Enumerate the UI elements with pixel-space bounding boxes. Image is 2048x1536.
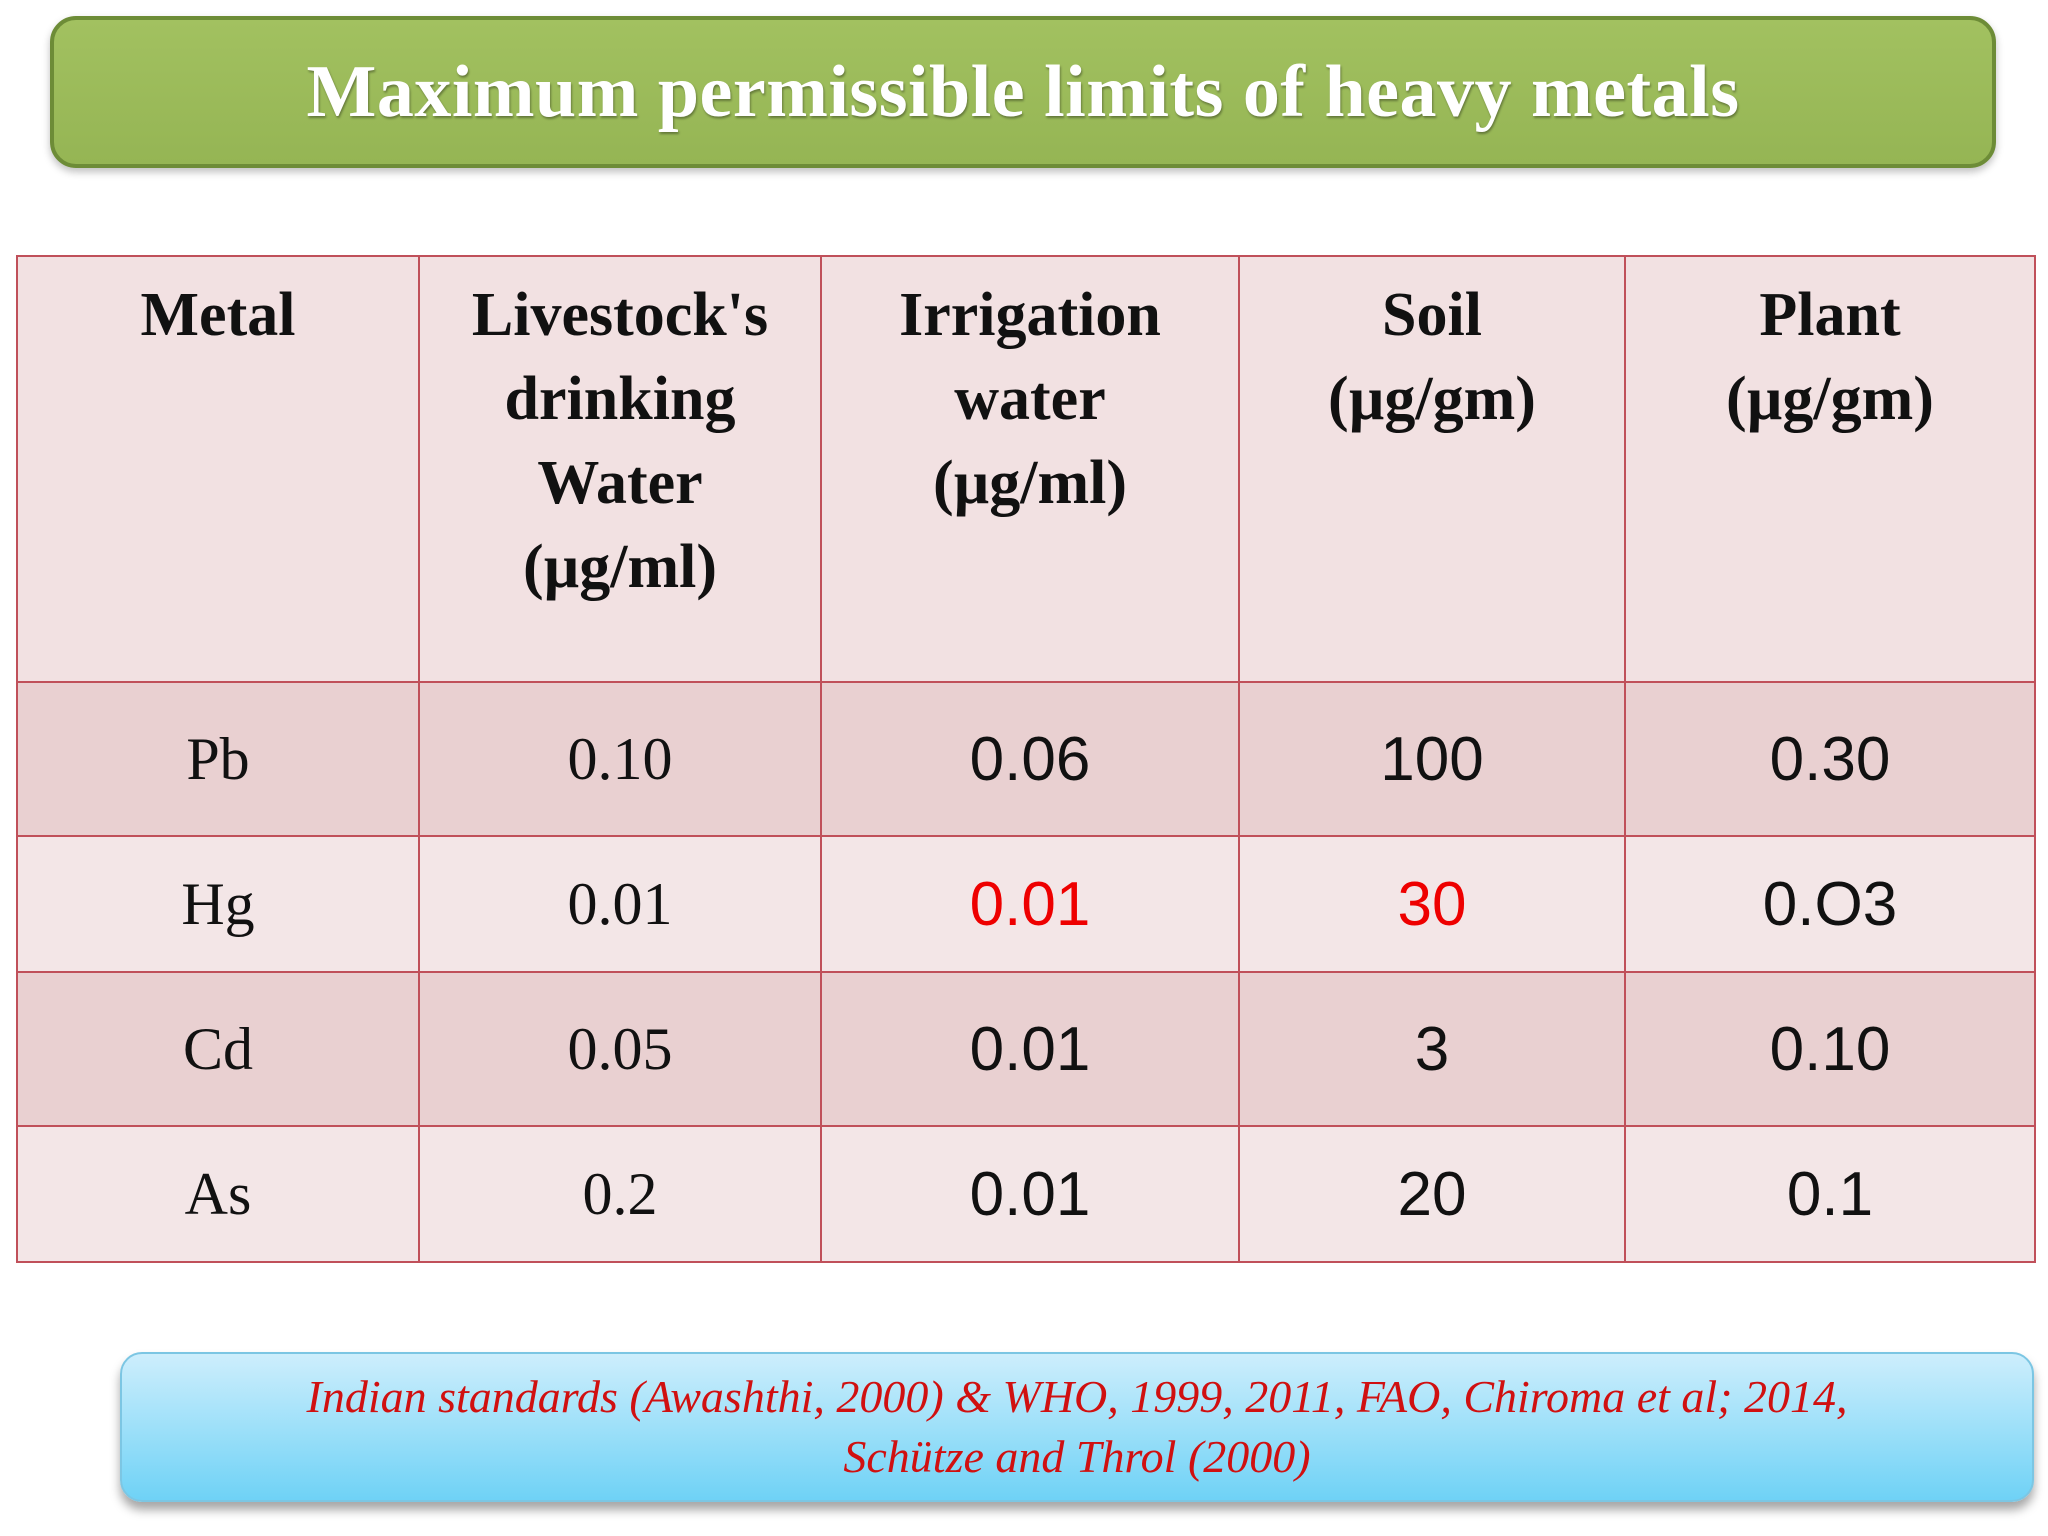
- header-line: Soil: [1382, 281, 1482, 349]
- header-line: Water: [537, 449, 703, 517]
- header-irrigation-water: Irrigation water (µg/ml): [820, 255, 1240, 683]
- soil-cell: 100: [1238, 681, 1626, 837]
- irrigation-water-cell: 0.01: [820, 971, 1240, 1127]
- plant-cell: 0.10: [1624, 971, 2036, 1127]
- table-row-cd: Cd 0.05 0.01 3 0.10: [16, 971, 2036, 1127]
- metal-cell: As: [16, 1125, 420, 1263]
- header-line: drinking: [504, 365, 736, 433]
- livestock-water-cell: 0.05: [418, 971, 822, 1127]
- plant-cell: 0.30: [1624, 681, 2036, 837]
- livestock-water-cell: 0.10: [418, 681, 822, 837]
- citation-line: Indian standards (Awashthi, 2000) & WHO,…: [306, 1371, 1848, 1422]
- header-line: Plant: [1759, 281, 1901, 349]
- soil-cell: 20: [1238, 1125, 1626, 1263]
- header-soil: Soil (µg/gm): [1238, 255, 1626, 683]
- irrigation-water-cell: 0.01: [820, 1125, 1240, 1263]
- header-metal: Metal: [16, 255, 420, 683]
- metal-cell: Pb: [16, 681, 420, 837]
- header-plant: Plant (µg/gm): [1624, 255, 2036, 683]
- plant-cell: 0.O3: [1624, 835, 2036, 973]
- citation-line: Schütze and Throl (2000): [843, 1431, 1311, 1482]
- soil-cell-highlighted: 30: [1238, 835, 1626, 973]
- header-line: water: [954, 365, 1106, 433]
- irrigation-water-cell-highlighted: 0.01: [820, 835, 1240, 973]
- title-banner: Maximum permissible limits of heavy meta…: [50, 16, 1996, 168]
- livestock-water-cell: 0.2: [418, 1125, 822, 1263]
- metal-cell: Hg: [16, 835, 420, 973]
- table-row-as: As 0.2 0.01 20 0.1: [16, 1125, 2036, 1263]
- irrigation-water-cell: 0.06: [820, 681, 1240, 837]
- citation-box: Indian standards (Awashthi, 2000) & WHO,…: [120, 1352, 2034, 1502]
- header-line: (µg/gm): [1328, 365, 1536, 433]
- header-livestock-water: Livestock's drinking Water (µg/ml): [418, 255, 822, 683]
- header-line: Livestock's: [471, 281, 769, 349]
- slide-title: Maximum permissible limits of heavy meta…: [306, 50, 1740, 133]
- plant-cell: 0.1: [1624, 1125, 2036, 1263]
- header-row: Metal Livestock's drinking Water (µg/ml)…: [16, 255, 2036, 683]
- livestock-water-cell: 0.01: [418, 835, 822, 973]
- limits-table: Metal Livestock's drinking Water (µg/ml)…: [16, 255, 2036, 1263]
- header-line: (µg/gm): [1726, 365, 1934, 433]
- table-row-hg: Hg 0.01 0.01 30 0.O3: [16, 835, 2036, 973]
- table-row-pb: Pb 0.10 0.06 100 0.30: [16, 681, 2036, 837]
- header-line: (µg/ml): [522, 533, 718, 601]
- metal-cell: Cd: [16, 971, 420, 1127]
- soil-cell: 3: [1238, 971, 1626, 1127]
- header-line: Irrigation: [899, 281, 1161, 349]
- header-line: (µg/ml): [932, 449, 1128, 517]
- header-line: Metal: [140, 281, 296, 349]
- citation-text: Indian standards (Awashthi, 2000) & WHO,…: [307, 1367, 1848, 1487]
